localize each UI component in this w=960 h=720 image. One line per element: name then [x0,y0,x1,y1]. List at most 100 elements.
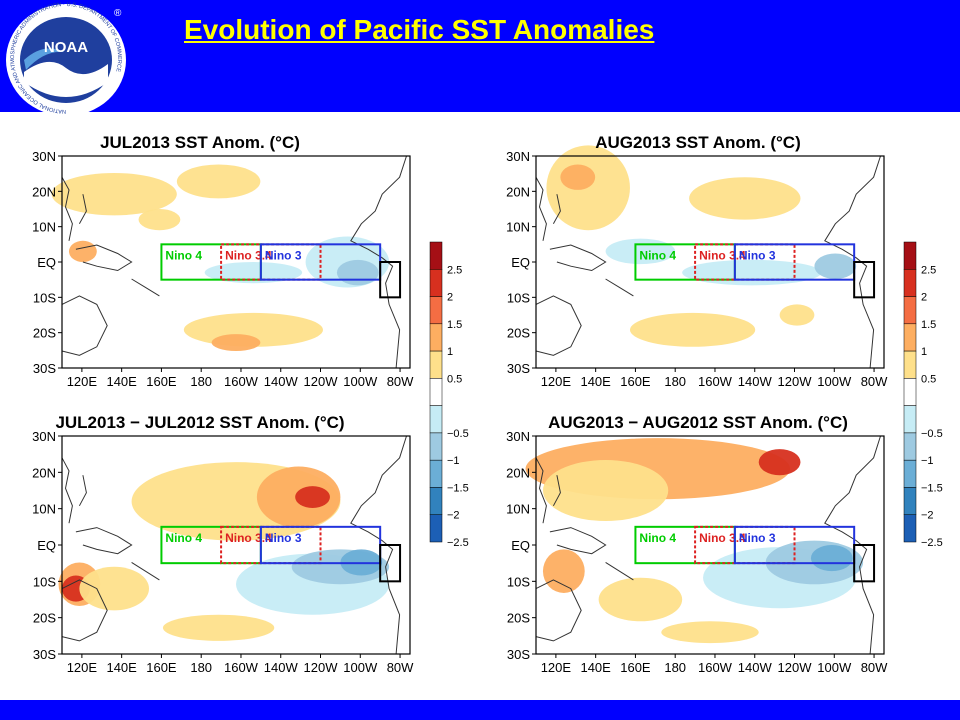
anomaly-shading [560,164,596,190]
lon-tick-label: 160W [698,374,733,389]
colorbar-label: −1.5 [447,482,469,494]
region-label-nino4: Nino 4 [639,531,676,545]
anomaly-shading [689,177,801,220]
region-label-nino4: Nino 4 [639,248,676,262]
map-panel-aug-diff: 30N 20N 10N EQ 10S 20S 30S 120E 140E 160E 180 160W 1… [506,413,888,675]
colorbar-label: −2 [447,510,460,522]
coastline [131,561,160,581]
lon-tick-label: 180 [190,374,212,389]
lat-tick-label: 20S [507,326,530,341]
colorbar-label: −1 [447,455,460,467]
lon-tick-label: 180 [664,374,686,389]
lat-tick-label: 20N [506,184,530,199]
colorbar-swatch [429,405,443,434]
coastline [61,176,73,241]
colorbar-label: 2 [921,292,927,304]
anomaly-shading [204,262,303,284]
lat-tick-label: 10S [507,574,530,589]
lat-tick-label: 30N [506,149,530,164]
colorbar-label: 1 [921,346,927,358]
lat-tick-label: 30S [33,647,56,662]
lat-tick-label: 10N [32,220,56,235]
panel-title: AUG2013 SST Anom. (°C) [595,133,800,152]
colorbar-label: 1.5 [447,319,462,331]
lat-tick-label: 20S [33,611,56,626]
colorbar-swatch [429,269,443,297]
region-box-nino12 [379,261,402,299]
lon-tick-label: 80W [861,374,888,389]
colorbar-swatch [429,459,443,488]
lon-tick-label: 140E [106,660,137,675]
lon-tick-label: 160E [620,660,651,675]
lon-tick-label: 80W [387,660,414,675]
lon-tick-label: 140W [738,374,773,389]
colorbar-swatch [429,514,443,543]
slide-title: Evolution of Pacific SST Anomalies [184,14,655,45]
coastline [131,278,160,297]
region-box-nino34 [694,243,796,281]
coastline [549,244,607,272]
lon-tick-label: 140W [264,374,299,389]
lat-tick-label: 10S [507,290,530,305]
lon-tick-label: 160E [146,660,177,675]
colorbar-swatch [429,378,443,406]
lon-tick-label: 160W [224,660,259,675]
lon-tick-label: 160E [620,374,651,389]
colorbar-swatch [903,241,917,270]
lat-tick-label: 10S [33,574,56,589]
coastline [552,475,561,507]
lon-tick-label: 100W [817,660,852,675]
coastline [78,194,87,225]
colorbar-swatch [903,350,917,379]
anomaly-shading [546,145,630,231]
lat-tick-label: 30S [507,647,530,662]
anomaly-shading [79,566,149,611]
colorbar-swatch [903,323,917,352]
anomaly-shading [814,253,857,279]
region-label-nino4: Nino 4 [165,531,202,545]
colorbar-swatch [903,432,917,461]
lat-tick-label: 20N [506,465,530,480]
region-box-nino12 [853,261,876,299]
colorbar-label: 1.5 [921,319,936,331]
anomaly-shading [162,614,275,641]
colorbar-swatch [903,269,917,297]
footer-bar [0,700,960,720]
coastline [350,435,407,655]
region-label-nino3: Nino 3 [265,248,302,262]
lat-tick-label: 30N [506,429,530,444]
lon-tick-label: 120E [541,660,572,675]
panel-title: JUL2013 − JUL2012 SST Anom. (°C) [55,413,344,432]
coastline [605,561,634,581]
coastline [535,295,582,356]
colorbar-label: −2.5 [447,537,469,549]
lat-tick-label: 30N [32,429,56,444]
anomaly-shading [598,577,683,622]
region-box-nino12 [379,544,402,583]
coastline [75,527,133,555]
anomaly-shading [758,449,801,476]
coastline [552,194,561,225]
anomaly-shading [629,312,756,347]
anomaly-shading [661,621,759,644]
region-label-nino3: Nino 3 [739,531,776,545]
colorbar-label: −1.5 [921,482,943,494]
anomaly-shading [138,209,181,231]
lon-tick-label: 160E [146,374,177,389]
colorbar-label: 0.5 [447,373,462,385]
colorbar-label: 2 [447,292,453,304]
lat-tick-label: 30S [33,361,56,376]
coastline [824,155,881,369]
panel-title: AUG2013 − AUG2012 SST Anom. (°C) [548,413,848,432]
lon-tick-label: 120E [541,374,572,389]
coastline [535,176,547,241]
colorbar-swatch [903,378,917,406]
lat-tick-label: EQ [37,538,56,553]
colorbar-label: −2.5 [921,537,943,549]
coastline [61,457,73,524]
colorbar-swatch [903,487,917,515]
noaa-logo: NOAA NATIONAL OCEANIC AND ATMOSPHERIC AD… [6,2,126,116]
lon-tick-label: 160W [224,374,259,389]
lat-tick-label: EQ [511,255,530,270]
lat-tick-label: 10N [506,502,530,517]
